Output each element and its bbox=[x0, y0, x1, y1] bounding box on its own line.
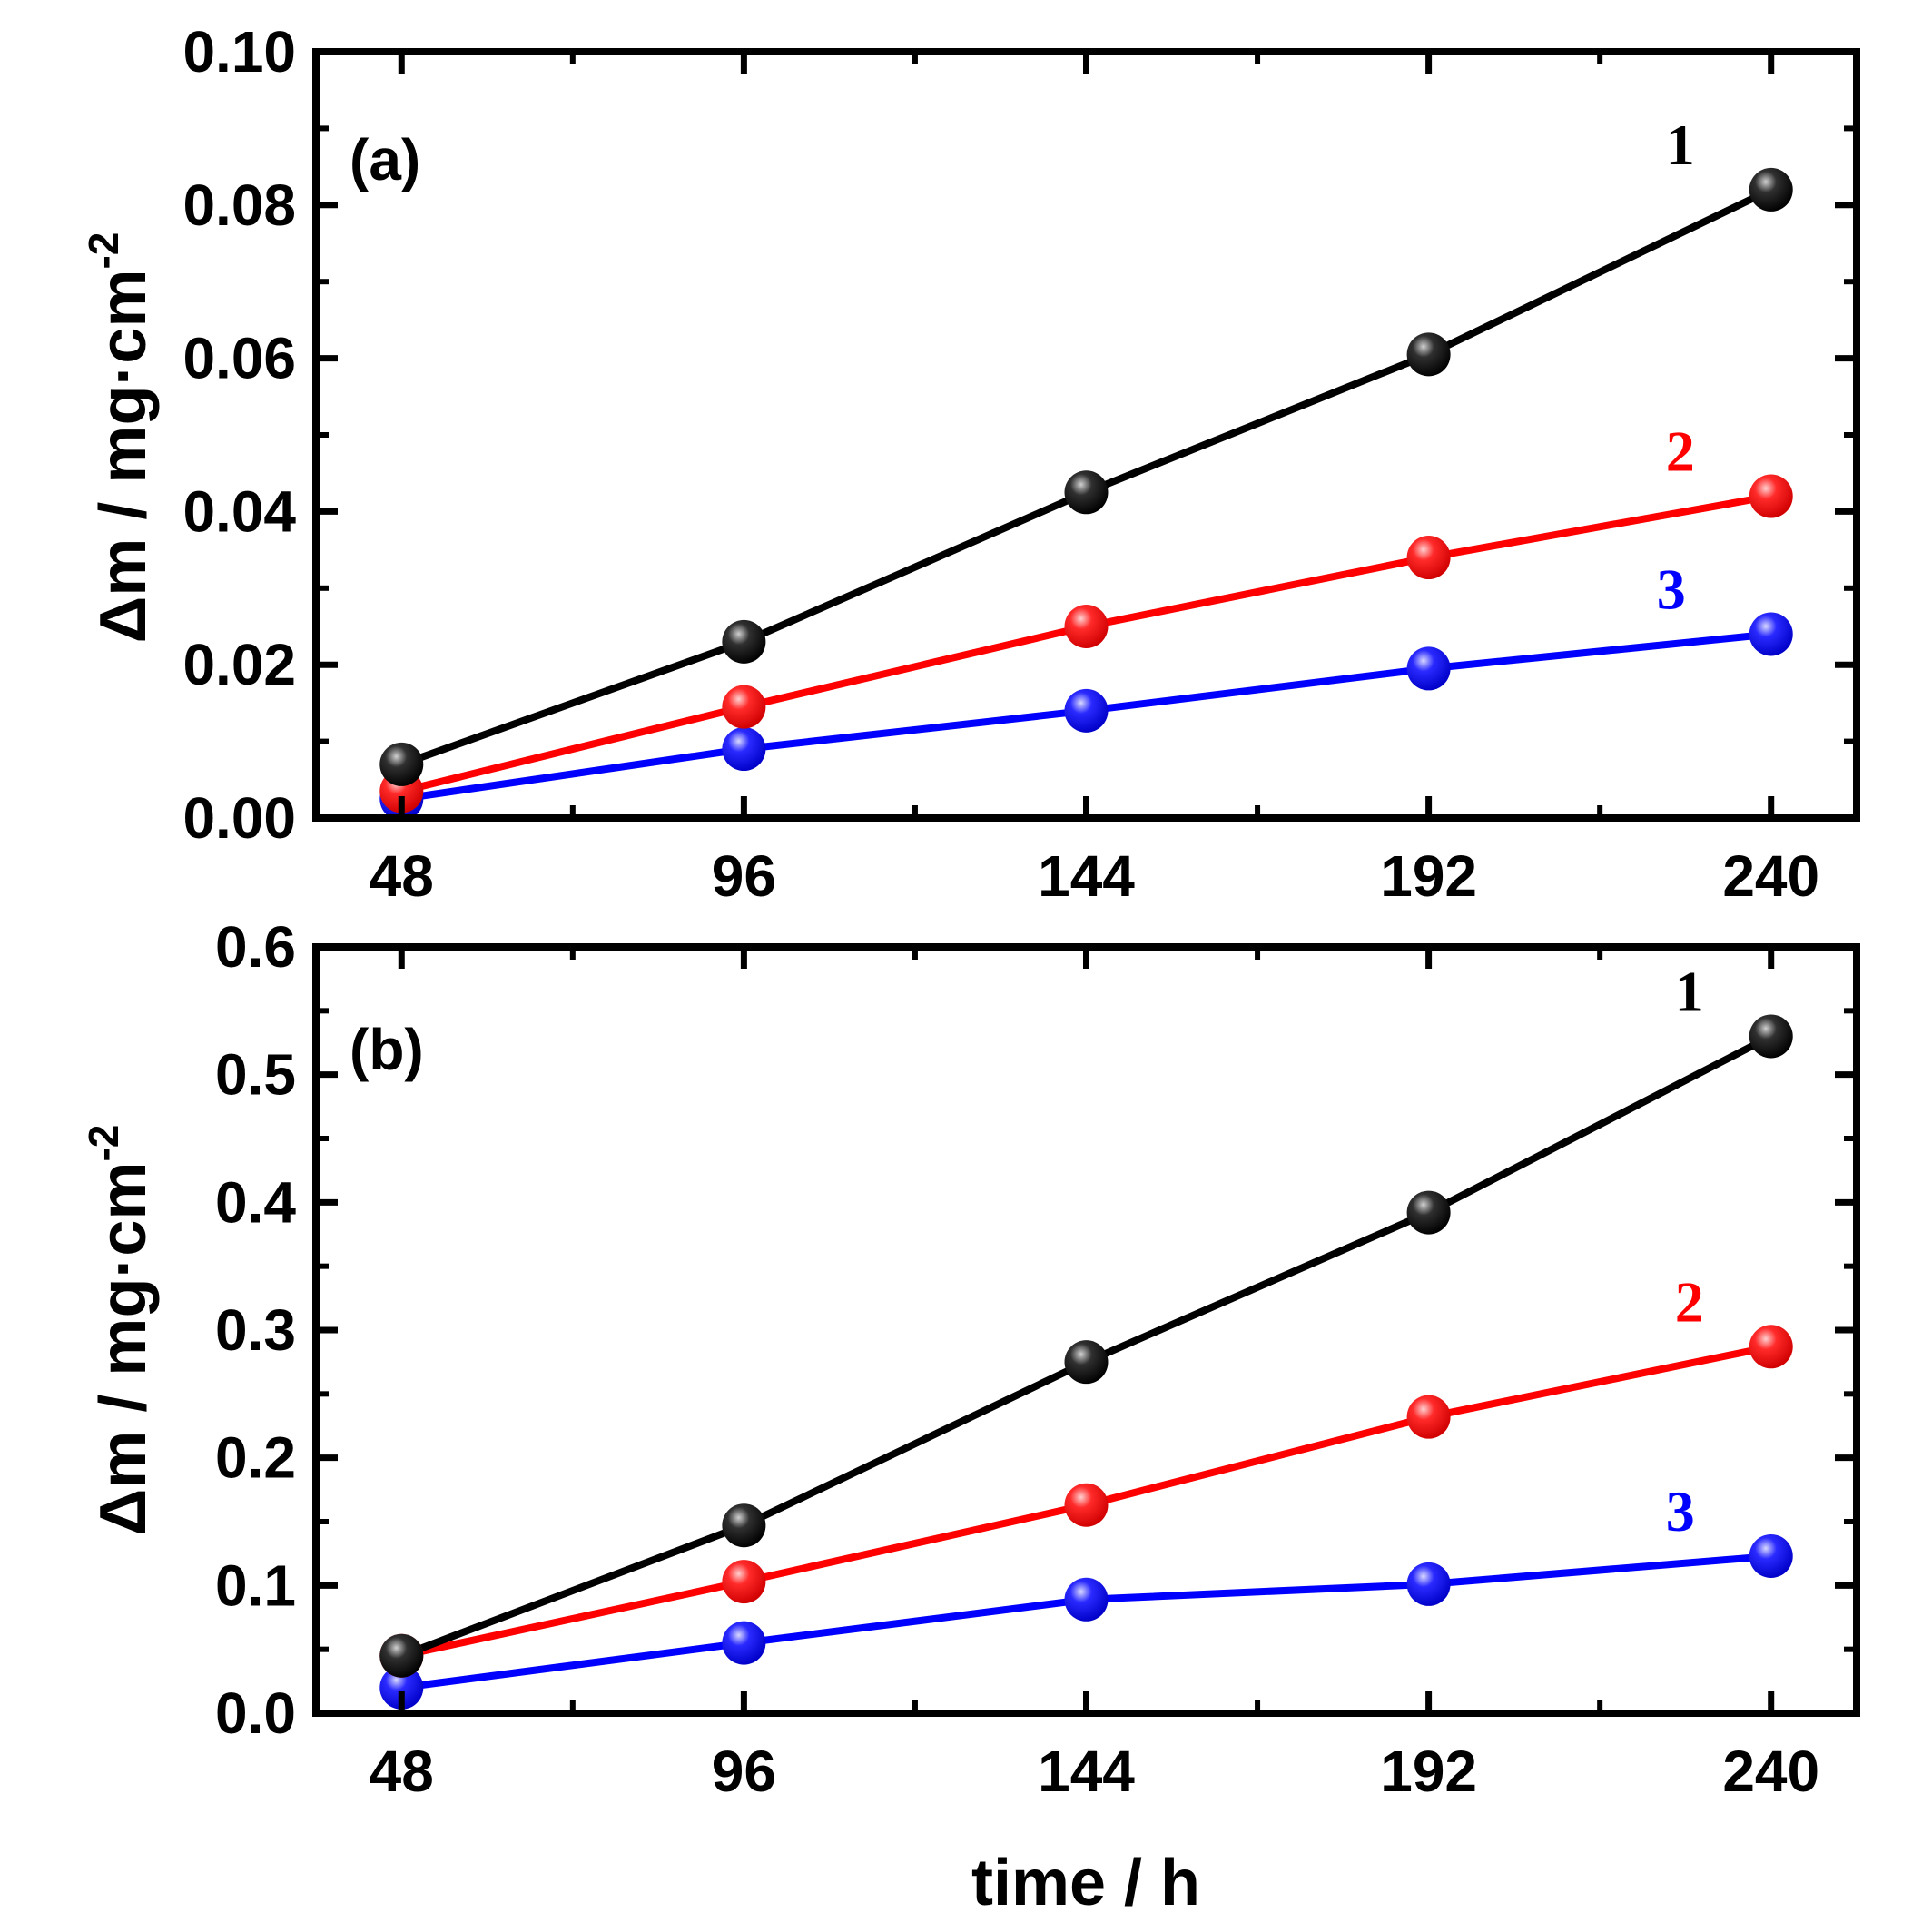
x-tick-label: 240 bbox=[1722, 843, 1819, 909]
y-axis-title-b: Δm / mg·cm-2 bbox=[80, 1125, 160, 1536]
series-label-3: 3 bbox=[1666, 1479, 1695, 1543]
y-tick-label: 0.5 bbox=[215, 1042, 296, 1108]
x-tick-label: 48 bbox=[370, 843, 434, 909]
data-point-series-1 bbox=[379, 742, 424, 786]
y-tick-label: 0.06 bbox=[182, 326, 296, 391]
data-point-series-3 bbox=[1406, 646, 1451, 691]
data-point-series-1 bbox=[379, 1633, 424, 1678]
x-tick-label: 240 bbox=[1722, 1739, 1819, 1804]
series-label-2: 2 bbox=[1675, 1269, 1704, 1334]
y-tick-label: 0.02 bbox=[182, 632, 296, 697]
data-point-series-1 bbox=[722, 619, 766, 664]
series-label-2: 2 bbox=[1666, 419, 1695, 484]
y-tick-label: 0.04 bbox=[182, 478, 296, 544]
panel-label-a: (a) bbox=[350, 127, 420, 192]
series-label-1: 1 bbox=[1675, 959, 1704, 1023]
chart-panel-b: 3 2 1 0.0 0.1 0.2 0.3 0.4 0.5 0.6 48 96 144 192 240 (… bbox=[80, 914, 1860, 1804]
data-point-series-3 bbox=[1064, 1577, 1109, 1622]
y-tick-label: 0.6 bbox=[215, 914, 296, 980]
series-label-1: 1 bbox=[1666, 113, 1695, 177]
data-point-series-3 bbox=[379, 1665, 424, 1710]
data-point-series-2 bbox=[1064, 1483, 1109, 1527]
data-point-series-3 bbox=[1064, 688, 1109, 733]
data-point-series-3 bbox=[1406, 1562, 1451, 1606]
data-point-series-2 bbox=[1749, 474, 1793, 518]
data-point-series-3 bbox=[1749, 612, 1793, 656]
data-point-series-1 bbox=[722, 1503, 766, 1548]
y-tick-label: 0.00 bbox=[182, 785, 296, 851]
y-axis-title-sup-b: -2 bbox=[80, 1125, 127, 1162]
data-point-series-1 bbox=[1064, 1340, 1109, 1385]
y-tick-label: 0.1 bbox=[215, 1552, 296, 1618]
y-tick-label: 0.08 bbox=[182, 172, 296, 238]
panel-label-b: (b) bbox=[350, 1017, 424, 1082]
y-axis-title-main-b: Δm / mg·cm bbox=[87, 1162, 160, 1536]
data-point-series-1 bbox=[1749, 1014, 1793, 1059]
x-tick-label: 96 bbox=[712, 843, 776, 909]
x-tick-label: 144 bbox=[1038, 1739, 1135, 1804]
x-tick-label: 96 bbox=[712, 1739, 776, 1804]
data-point-series-1 bbox=[1064, 470, 1109, 515]
y-tick-label: 0.0 bbox=[215, 1681, 296, 1746]
y-tick-label: 0.2 bbox=[215, 1425, 296, 1491]
data-point-series-2 bbox=[722, 685, 766, 729]
data-point-series-2 bbox=[1406, 536, 1451, 580]
data-point-series-2 bbox=[722, 1560, 766, 1604]
data-point-series-1 bbox=[1749, 167, 1793, 212]
x-axis-title: time / h bbox=[971, 1847, 1200, 1919]
data-point-series-2 bbox=[1064, 605, 1109, 648]
x-tick-label: 192 bbox=[1380, 843, 1477, 909]
data-point-series-3 bbox=[722, 727, 766, 772]
y-tick-label: 0.3 bbox=[215, 1297, 296, 1363]
data-point-series-2 bbox=[1406, 1395, 1451, 1439]
y-tick-label: 0.10 bbox=[182, 19, 296, 84]
x-tick-label: 48 bbox=[370, 1739, 434, 1804]
y-axis-title-a: Δm / mg·cm-2 bbox=[80, 232, 160, 644]
data-point-series-1 bbox=[1406, 332, 1451, 377]
series-label-3: 3 bbox=[1657, 557, 1686, 621]
x-tick-label: 144 bbox=[1038, 843, 1135, 909]
data-point-series-3 bbox=[1749, 1533, 1793, 1578]
data-point-series-1 bbox=[1406, 1190, 1451, 1235]
y-axis-title-main-a: Δm / mg·cm bbox=[87, 270, 160, 644]
y-tick-label: 0.4 bbox=[215, 1169, 296, 1235]
x-tick-label: 192 bbox=[1380, 1739, 1477, 1804]
y-axis-title-sup-a: -2 bbox=[80, 232, 127, 270]
chart-panel-a: 3 2 1 0.00 0.02 0.04 0.06 0.08 0.10 48 96 144 192 24… bbox=[80, 19, 1860, 909]
data-point-series-3 bbox=[722, 1621, 766, 1665]
data-point-series-2 bbox=[1749, 1325, 1793, 1369]
